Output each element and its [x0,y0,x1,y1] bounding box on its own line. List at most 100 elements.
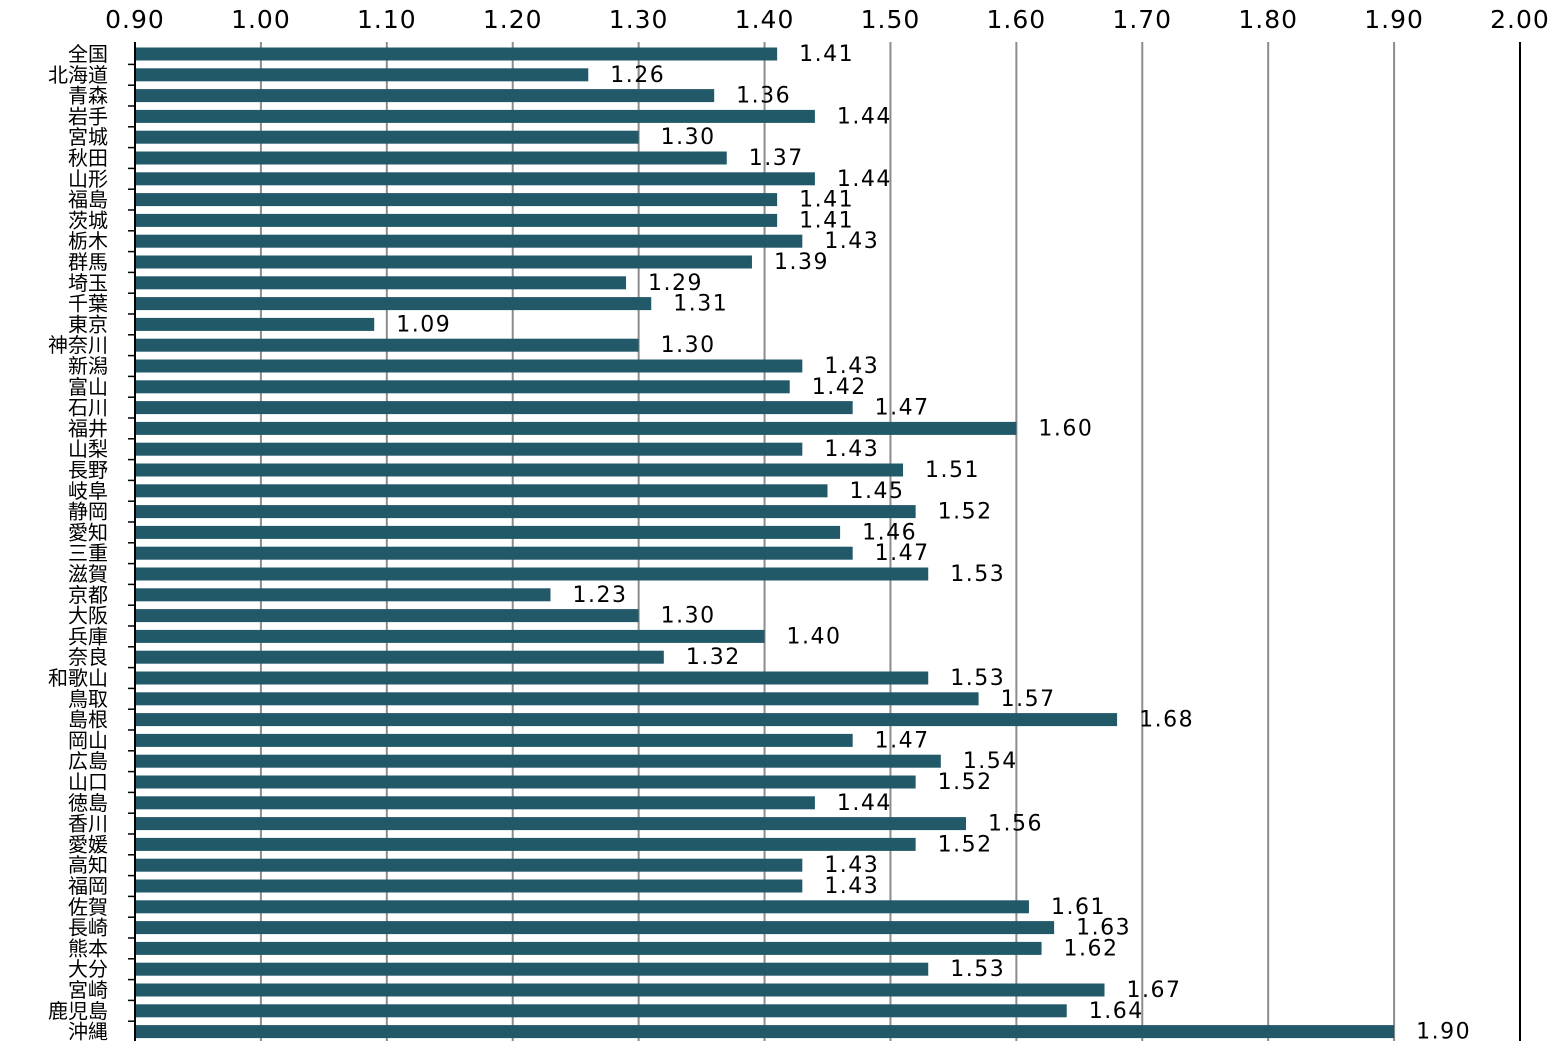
bar-38 [136,837,916,851]
category-label-23: 愛知 [68,520,108,544]
bar-9 [136,234,803,248]
bar-44 [136,962,929,976]
value-label-5: 1.37 [749,146,804,171]
value-label-28: 1.40 [787,624,842,649]
bar-18 [136,421,1017,435]
category-label-41: 佐賀 [68,895,108,919]
bar-5 [136,151,727,165]
value-label-12: 1.31 [673,292,728,317]
category-label-9: 栃木 [68,229,108,253]
value-label-19: 1.43 [824,437,879,462]
category-label-42: 長崎 [68,916,108,940]
value-label-22: 1.52 [938,500,993,525]
bar-35 [136,775,916,789]
bar-27 [136,609,639,623]
value-label-31: 1.57 [1001,687,1056,712]
category-label-43: 熊本 [68,936,108,960]
value-label-45: 1.67 [1127,978,1182,1003]
bar-46 [136,1004,1067,1018]
value-label-6: 1.44 [837,167,892,192]
bar-25 [136,567,929,581]
category-label-32: 島根 [68,708,108,732]
category-label-44: 大分 [68,957,108,981]
value-label-47: 1.90 [1416,1020,1471,1041]
category-label-45: 宮崎 [68,978,108,1002]
category-label-35: 山口 [68,770,108,794]
category-label-29: 奈良 [68,645,108,669]
value-label-35: 1.52 [938,770,993,795]
x-tick-label-5: 1.40 [735,5,795,34]
bar-15 [136,359,803,373]
value-label-44: 1.53 [950,957,1005,982]
bar-6 [136,172,815,186]
category-label-1: 北海道 [48,63,108,87]
bar-0 [136,47,778,61]
category-label-17: 石川 [68,396,108,420]
value-label-0: 1.41 [799,42,854,67]
bars [136,47,1395,1039]
value-label-2: 1.36 [736,84,791,109]
category-label-2: 青森 [68,84,108,108]
bar-12 [136,297,652,311]
bar-31 [136,692,979,706]
value-label-7: 1.41 [799,188,854,213]
value-label-10: 1.39 [774,250,829,275]
value-label-34: 1.54 [963,749,1018,774]
value-label-16: 1.42 [812,375,867,400]
value-label-27: 1.30 [661,604,716,629]
bar-16 [136,380,790,394]
bar-45 [136,983,1105,997]
bar-8 [136,213,778,227]
x-tick-label-0: 0.90 [105,5,165,34]
value-label-1: 1.26 [610,63,665,88]
value-label-14: 1.30 [661,333,716,358]
value-label-29: 1.32 [686,645,741,670]
bar-7 [136,193,778,207]
gridlines [259,42,1396,1041]
value-label-17: 1.47 [875,396,930,421]
bar-26 [136,588,551,602]
x-tick-label-6: 1.50 [861,5,921,34]
value-label-43: 1.62 [1064,936,1119,961]
value-label-24: 1.47 [875,541,930,566]
value-label-39: 1.43 [824,853,879,878]
x-tick-label-8: 1.70 [1112,5,1172,34]
value-label-26: 1.23 [573,583,628,608]
bar-34 [136,754,941,768]
bar-23 [136,525,841,539]
value-label-33: 1.47 [875,728,930,753]
category-label-24: 三重 [68,541,108,565]
category-label-5: 秋田 [68,146,108,170]
category-label-34: 広島 [68,749,108,773]
value-label-32: 1.68 [1139,708,1194,733]
value-label-37: 1.56 [988,812,1043,837]
x-tick-label-2: 1.10 [357,5,417,34]
value-label-46: 1.64 [1089,999,1144,1024]
category-label-0: 全国 [68,42,108,66]
value-label-18: 1.60 [1038,416,1093,441]
category-label-37: 香川 [68,812,108,836]
bar-37 [136,817,966,831]
bar-28 [136,629,765,643]
category-label-33: 岡山 [68,728,108,752]
category-label-38: 愛媛 [68,832,108,856]
x-axis-ticks: 0.90 1.00 1.10 1.20 1.30 1.40 1.50 1.60 1.70 1.80… [105,5,1550,34]
bar-29 [136,650,664,664]
value-label-4: 1.30 [661,125,716,150]
category-label-47: 沖縄 [68,1020,108,1041]
category-label-10: 群馬 [68,250,108,274]
x-tick-label-11: 2.00 [1490,5,1550,34]
category-label-11: 埼玉 [68,271,108,295]
bar-19 [136,442,803,456]
value-label-13: 1.09 [396,312,451,337]
category-label-15: 新潟 [68,354,108,378]
category-label-27: 大阪 [68,604,108,628]
category-label-12: 千葉 [68,292,108,316]
bar-4 [136,130,639,144]
category-label-20: 長野 [68,458,108,482]
category-label-30: 和歌山 [48,666,108,690]
bar-39 [136,858,803,872]
category-label-40: 福岡 [68,874,108,898]
